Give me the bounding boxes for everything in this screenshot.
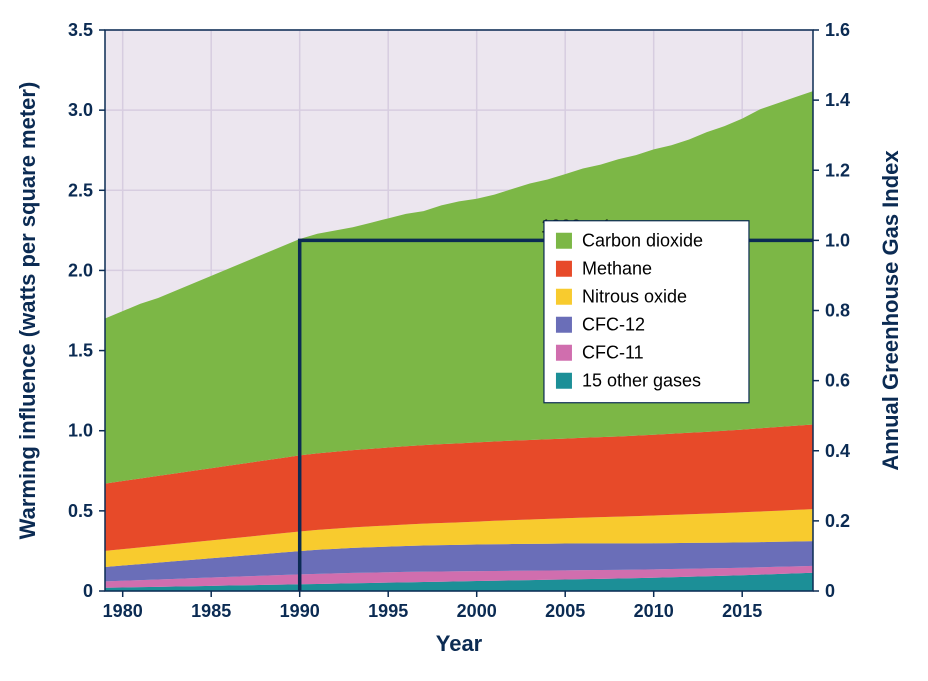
ytick-left-label: 2.0 (68, 260, 93, 280)
ytick-left-label: 2.5 (68, 180, 93, 200)
legend-label: Carbon dioxide (582, 231, 703, 251)
legend-swatch (556, 233, 572, 249)
y-left-axis-label: Warming influence (watts per square mete… (15, 82, 40, 540)
legend-label: CFC-11 (582, 343, 644, 363)
ytick-right-label: 1.0 (825, 230, 850, 250)
ytick-right-label: 1.6 (825, 20, 850, 40)
ytick-left-label: 1.5 (68, 341, 93, 361)
ytick-right-label: 0.8 (825, 301, 850, 321)
xtick-label: 2000 (457, 601, 497, 621)
xtick-label: 2015 (722, 601, 762, 621)
legend-label: 15 other gases (582, 371, 701, 391)
y-right-axis-label: Annual Greenhouse Gas Index (878, 150, 903, 471)
ytick-left-label: 0 (83, 581, 93, 601)
legend-swatch (556, 317, 572, 333)
x-axis-label: Year (436, 631, 483, 656)
legend-label: CFC-12 (582, 315, 645, 335)
ytick-right-label: 0.6 (825, 371, 850, 391)
xtick-label: 1995 (368, 601, 408, 621)
ytick-right-label: 0.4 (825, 441, 850, 461)
legend-label: Methane (582, 259, 652, 279)
legend-swatch (556, 373, 572, 389)
xtick-label: 2005 (545, 601, 585, 621)
chart-svg: 1990 = 119801985199019952000200520102015… (0, 0, 928, 681)
legend-swatch (556, 345, 572, 361)
legend-swatch (556, 289, 572, 305)
legend-label: Nitrous oxide (582, 287, 687, 307)
ytick-right-label: 0.2 (825, 511, 850, 531)
ytick-right-label: 1.4 (825, 90, 850, 110)
legend-swatch (556, 261, 572, 277)
xtick-label: 2010 (634, 601, 674, 621)
ghg-stacked-area-chart: 1990 = 119801985199019952000200520102015… (0, 0, 928, 681)
ytick-left-label: 3.0 (68, 100, 93, 120)
ytick-right-label: 0 (825, 581, 835, 601)
xtick-label: 1980 (103, 601, 143, 621)
ytick-left-label: 3.5 (68, 20, 93, 40)
ytick-left-label: 0.5 (68, 501, 93, 521)
ytick-left-label: 1.0 (68, 421, 93, 441)
ytick-right-label: 1.2 (825, 160, 850, 180)
xtick-label: 1990 (280, 601, 320, 621)
xtick-label: 1985 (191, 601, 231, 621)
